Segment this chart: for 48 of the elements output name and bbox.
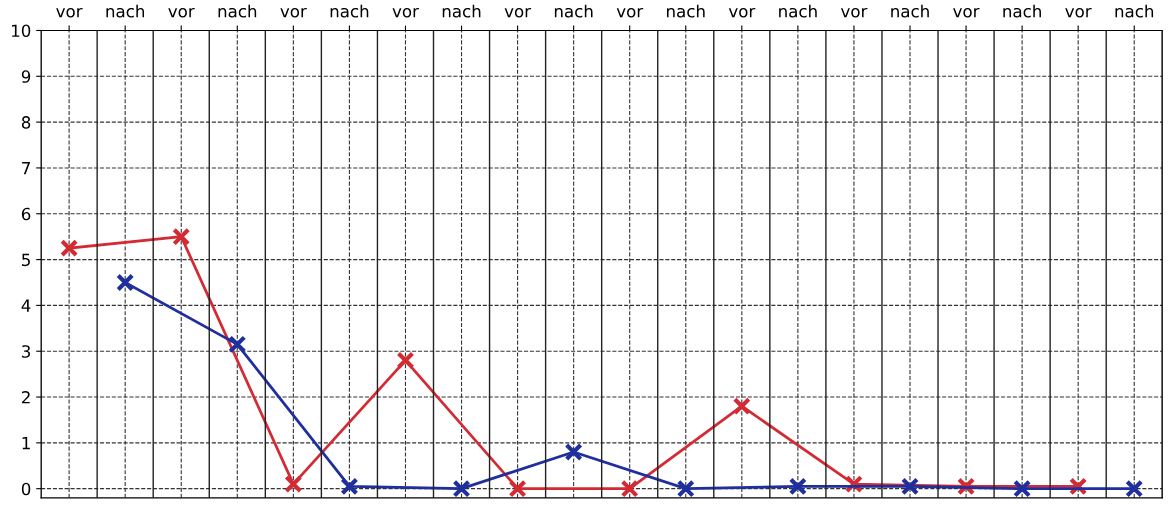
point xyxy=(228,335,247,354)
x-tick-label: nach xyxy=(330,4,369,18)
point xyxy=(900,477,920,496)
point xyxy=(676,479,695,498)
x-tick-label: vor xyxy=(953,7,980,18)
y-tick-label: 10 xyxy=(11,24,31,38)
point xyxy=(60,239,79,258)
x-tick-label: nach xyxy=(218,4,257,18)
x-tick-label: nach xyxy=(442,4,481,18)
y-tick-label: 8 xyxy=(21,116,31,129)
x-tick-label: nach xyxy=(1003,4,1041,18)
x-tick-label: vor xyxy=(840,7,868,18)
point xyxy=(508,479,527,498)
point xyxy=(284,475,303,494)
y-tick-label: 2 xyxy=(21,391,30,404)
point xyxy=(340,477,359,496)
y-tick-label: 4 xyxy=(21,299,31,312)
x-tick-label: vor xyxy=(504,7,532,18)
x-tick-label: vor xyxy=(616,7,644,18)
point xyxy=(396,351,415,370)
point xyxy=(1125,479,1144,498)
x-tick-label: vor xyxy=(56,7,83,18)
x-tick-label: nach xyxy=(1115,4,1154,18)
point xyxy=(452,479,471,498)
x-tick-label: nach xyxy=(667,4,705,18)
x-tick-label: vor xyxy=(280,7,307,18)
x-tick-label: nach xyxy=(779,4,817,18)
y-tick-label: 1 xyxy=(22,437,30,450)
point xyxy=(620,479,639,498)
point xyxy=(564,442,583,462)
x-tick-label: vor xyxy=(392,7,419,18)
y-tick-label: 6 xyxy=(21,207,31,221)
point xyxy=(172,227,191,246)
x-tick-label: nach xyxy=(891,4,929,18)
point xyxy=(1013,479,1032,498)
point xyxy=(116,273,135,292)
y-tick-label: 3 xyxy=(22,345,31,358)
y-tick-label: 9 xyxy=(21,70,31,83)
x-tick-label: nach xyxy=(554,4,593,18)
point xyxy=(788,477,807,496)
point xyxy=(732,397,751,416)
x-tick-label: vor xyxy=(168,7,195,18)
y-tick-label: 0 xyxy=(21,482,31,496)
y-tick-label: 7 xyxy=(22,162,30,175)
x-tick-label: nach xyxy=(106,4,145,18)
x-tick-label: vor xyxy=(1065,7,1092,18)
x-tick-label: vor xyxy=(728,7,756,18)
y-tick-label: 5 xyxy=(22,253,30,267)
